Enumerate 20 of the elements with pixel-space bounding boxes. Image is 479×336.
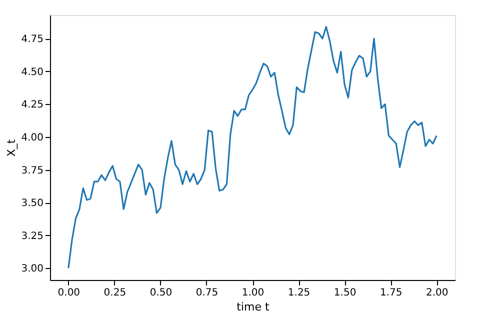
x-tick-label: 1.00 — [242, 288, 264, 298]
x-tick-label: 1.25 — [288, 288, 310, 298]
x-tick-label: 2.00 — [426, 288, 448, 298]
x-tick-label: 0.50 — [150, 288, 172, 298]
x-tick-label: 0.00 — [58, 288, 80, 298]
line-series — [68, 26, 438, 269]
y-axis-title: X_t — [5, 138, 18, 157]
y-tick-label: 4.25 — [21, 100, 44, 111]
x-tick-label: 1.50 — [334, 288, 356, 298]
x-tick-label: 0.25 — [104, 288, 126, 298]
x-axis-title: time t — [236, 300, 270, 314]
y-tick-label: 4.00 — [21, 132, 44, 144]
y-tick-label: 3.50 — [21, 198, 44, 210]
x-tick-label: 1.75 — [380, 288, 402, 298]
y-tick-label: 4.50 — [21, 66, 44, 78]
y-tick-label: 3.00 — [21, 264, 44, 275]
y-tick-label: 3.25 — [21, 230, 44, 242]
y-tick-label: 3.75 — [21, 165, 44, 176]
y-tick-label: 4.75 — [21, 34, 44, 46]
x-tick-label: 0.75 — [196, 288, 218, 298]
